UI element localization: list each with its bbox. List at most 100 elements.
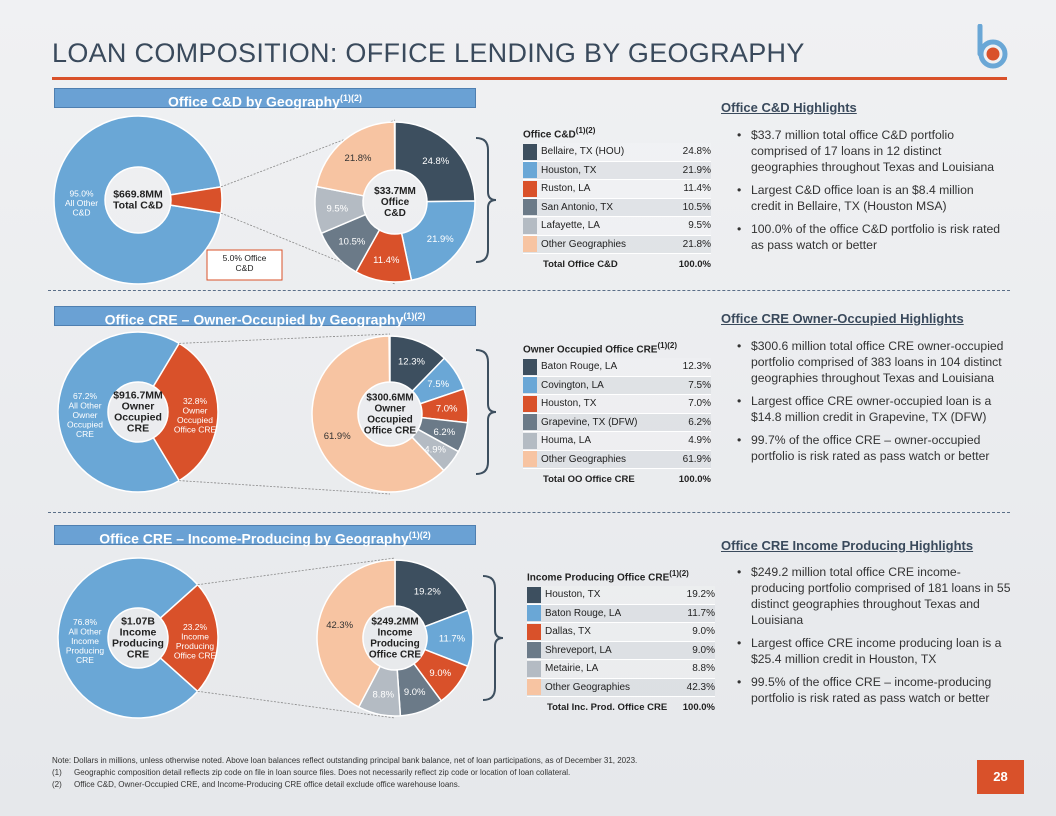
legend-swatch <box>523 432 537 449</box>
table-row: Dallas, TX 9.0% <box>527 623 715 642</box>
detail-slice-label: 9.0% <box>404 687 426 698</box>
legend-swatch <box>527 605 541 622</box>
highlight-bullet: Largest office CRE owner-occupied loan i… <box>735 393 1013 425</box>
page-title: LOAN COMPOSITION: OFFICE LENDING BY GEOG… <box>52 38 805 68</box>
overall-other-label: 76.8% All Other Income Producing CRE <box>66 617 105 665</box>
row-label: Grapevine, TX (DFW) <box>541 416 638 428</box>
detail-slice-label: 21.9% <box>427 234 454 245</box>
section-label-oo: Office CRE – Owner-Occupied by Geography… <box>54 306 476 328</box>
detail-slice-label: 8.8% <box>372 689 394 700</box>
detail-slice-label: 21.8% <box>345 153 372 164</box>
section-label-ip: Office CRE – Income-Producing by Geograp… <box>54 525 476 547</box>
row-value: 9.0% <box>692 644 715 656</box>
row-label: Ruston, LA <box>541 183 591 195</box>
table-total: Total Office C&D 100.0% <box>543 259 711 270</box>
highlight-bullet: Largest office CRE income producing loan… <box>735 635 1013 667</box>
detail-slice-label: 6.2% <box>433 427 455 438</box>
overall-center-label: $1.07B Income Producing CRE <box>112 616 164 661</box>
highlight-bullet: $33.7 million total office C&D portfolio… <box>735 127 1005 175</box>
legend-swatch <box>523 377 537 394</box>
office-slice-callout <box>206 249 283 281</box>
table-row: Lafayette, LA 9.5% <box>523 217 711 236</box>
legend-swatch <box>523 414 537 431</box>
row-label: Houston, TX <box>545 589 601 601</box>
table-header: Owner Occupied Office CRE(1)(2) <box>523 341 678 356</box>
footnote-2: (2) Office C&D, Owner-Occupied CRE, and I… <box>52 780 460 789</box>
detail-slice-label: 9.0% <box>429 668 451 679</box>
row-label: Shreveport, LA <box>545 644 612 656</box>
table-row: Ruston, LA 11.4% <box>523 180 711 199</box>
office-slice-label: 32.8% Owner Occupied Office CRE <box>174 396 217 435</box>
chart-section-oo: $916.7MM Owner Occupied CRE 67.2% All Other Ow… <box>57 331 497 495</box>
table-income-producing: Income Producing Office CRE(1)(2) Houston… <box>527 569 715 713</box>
row-value: 7.5% <box>688 379 711 391</box>
row-label: San Antonio, TX <box>541 201 614 213</box>
row-value: 8.8% <box>692 663 715 675</box>
overall-slice-other <box>53 115 222 285</box>
detail-slice-label: 24.8% <box>422 156 449 167</box>
section-label-cd: Office C&D by Geography(1)(2) <box>54 88 476 110</box>
table-row: Other Geographies 61.9% <box>523 450 711 469</box>
table-owner-occupied: Owner Occupied Office CRE(1)(2) Baton Rou… <box>523 341 711 485</box>
row-value: 19.2% <box>686 589 715 601</box>
row-value: 11.4% <box>683 183 711 195</box>
row-label: Dallas, TX <box>545 626 591 638</box>
chart-section-cd: $669.8MM Total C&D 95.0% All Other C&D 5.0% O… <box>53 115 497 285</box>
table-total: Total Inc. Prod. Office CRE 100.0% <box>547 702 715 713</box>
row-value: 24.8% <box>682 146 711 158</box>
row-label: Baton Rouge, LA <box>541 361 618 373</box>
connector-line <box>197 690 396 719</box>
connector-line <box>179 333 391 344</box>
detail-slice-label: 4.9% <box>424 444 446 455</box>
highlight-bullet: $300.6 million total office CRE owner-oc… <box>735 338 1013 386</box>
detail-slice-label: 61.9% <box>324 431 351 442</box>
table-row: Grapevine, TX (DFW) 6.2% <box>523 413 711 432</box>
bank-logo-icon <box>977 24 1008 69</box>
row-label: Other Geographies <box>541 453 627 465</box>
table-row: Other Geographies 21.8% <box>523 235 711 254</box>
legend-swatch <box>527 642 541 659</box>
highlights-oo: $300.6 million total office CRE owner-oc… <box>735 338 1013 471</box>
legend-swatch <box>523 358 537 375</box>
row-value: 42.3% <box>686 681 715 693</box>
legend-swatch <box>523 451 537 468</box>
row-value: 6.2% <box>688 416 711 428</box>
table-office-cd: Office C&D(1)(2) Bellaire, TX (HOU) 24.8% H… <box>523 126 711 270</box>
row-label: Houma, LA <box>541 435 592 447</box>
table-row: Shreveport, LA 9.0% <box>527 641 715 660</box>
detail-slice-label: 7.0% <box>436 403 458 414</box>
row-label: Baton Rouge, LA <box>545 607 622 619</box>
table-header: Income Producing Office CRE(1)(2) <box>527 569 689 584</box>
table-row: Houston, TX 7.0% <box>523 395 711 414</box>
detail-center-label: $300.6MM Owner Occupied Office CRE <box>364 393 417 437</box>
overall-center-label: $669.8MM Total C&D <box>113 189 163 212</box>
table-row: Houma, LA 4.9% <box>523 432 711 451</box>
bracket <box>482 575 504 701</box>
office-slice-label: 5.0% Office C&D <box>223 253 267 273</box>
row-value: 4.9% <box>688 435 711 447</box>
bracket <box>475 137 497 263</box>
footnote-1: (1) Geographic composition detail reflect… <box>52 768 571 777</box>
highlights-title-oo: Office CRE Owner-Occupied Highlights <box>721 311 964 326</box>
overall-slice-office <box>159 583 219 693</box>
detail-slice <box>316 559 396 709</box>
page-number: 28 <box>977 760 1024 794</box>
overall-slice-other <box>57 331 181 493</box>
detail-center-label: $33.7MM Office C&D <box>374 186 416 219</box>
highlight-bullet: $249.2 million total office CRE income-p… <box>735 564 1013 628</box>
legend-swatch <box>523 395 537 412</box>
row-value: 10.5% <box>682 201 711 213</box>
legend-swatch <box>523 217 537 234</box>
row-value: 12.3% <box>682 361 711 373</box>
highlight-bullet: 99.7% of the office CRE – owner-occupied… <box>735 432 1013 464</box>
row-value: 21.8% <box>682 238 711 250</box>
highlights-cd: $33.7 million total office C&D portfolio… <box>735 127 1005 260</box>
connector-line <box>197 557 396 586</box>
detail-slice-label: 42.3% <box>326 620 353 631</box>
row-label: Lafayette, LA <box>541 220 600 232</box>
legend-swatch <box>523 162 537 179</box>
highlight-bullet: 100.0% of the office C&D portfolio is ri… <box>735 221 1005 253</box>
highlights-ip: $249.2 million total office CRE income-p… <box>735 564 1013 713</box>
title-rule <box>52 77 1007 80</box>
footnote-intro: Note: Dollars in millions, unless otherw… <box>52 756 638 765</box>
